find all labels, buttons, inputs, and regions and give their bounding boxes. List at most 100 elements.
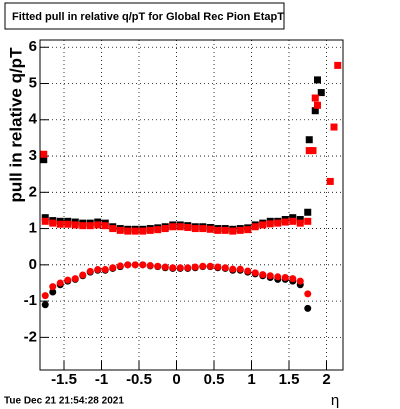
marker-square [259,221,267,229]
marker-square [229,227,237,235]
marker-square [101,222,109,230]
chart-title: Fitted pull in relative q/pT for Global … [12,11,284,23]
marker-square [334,61,342,69]
marker-square [314,76,321,84]
marker-square [184,223,192,231]
x-tick-label: 1 [247,371,255,388]
marker-circle [146,262,154,270]
x-tick-label: -1.5 [51,371,77,388]
marker-circle [49,283,57,291]
marker-circle [236,265,244,273]
marker-circle [304,304,312,312]
marker-square [274,219,282,227]
marker-circle [296,277,304,285]
marker-square [64,220,72,228]
marker-square [326,177,334,185]
marker-square [296,216,304,224]
marker-circle [274,273,282,281]
marker-circle [304,290,312,298]
marker-circle [281,274,289,282]
marker-circle [259,271,267,279]
marker-square [304,208,312,216]
plot-area: -2 -1 0 1 2 3 4 5 6 -1.5 -1 -0.5 0 0.5 1 1.5 2 [24,38,343,388]
marker-square [41,217,49,225]
y-tick-label: 1 [29,220,37,237]
marker-square [41,214,49,222]
title-box [4,2,285,30]
marker-square [71,221,79,229]
marker-circle [251,269,259,277]
marker-circle [244,267,252,275]
marker-square [304,217,312,225]
marker-square [56,220,64,228]
marker-circle [154,262,162,270]
marker-square [86,222,94,230]
marker-circle [109,264,117,272]
marker-square [146,226,154,234]
marker-circle [56,279,64,287]
y-tick-label: 4 [29,111,38,128]
marker-circle [116,262,124,270]
marker-square [40,156,48,164]
x-tick-label: -1 [95,371,108,388]
marker-circle [184,264,192,272]
marker-circle [139,261,147,269]
marker-square [139,227,147,235]
marker-square [317,89,325,97]
marker-square [161,225,169,233]
marker-circle [161,263,169,271]
marker-square [296,219,304,227]
marker-circle [289,275,297,283]
marker-square [311,107,319,115]
marker-square [314,101,321,109]
y-tick-label: -2 [24,328,37,345]
marker-circle [266,272,274,280]
marker-circle [229,265,237,273]
marker-square [251,223,259,231]
marker-square [289,217,297,225]
y-tick-label: 6 [29,38,37,55]
marker-circle [101,266,109,274]
marker-square [311,94,319,102]
marker-circle [124,261,132,269]
x-tick-label: 0 [172,371,180,388]
marker-square [221,226,229,234]
marker-circle [79,271,87,279]
marker-square [154,226,162,234]
x-axis-label: η [331,392,339,409]
marker-circle [64,276,72,284]
marker-square [305,147,313,155]
marker-square [109,225,117,233]
marker-square [79,222,87,230]
y-tick-label: -1 [24,292,37,309]
y-tick-label: 5 [29,74,37,91]
y-tick-label: 2 [29,183,37,200]
marker-circle [49,288,57,296]
marker-circle [86,267,94,275]
frame [39,39,344,371]
x-tick-label: -0.5 [126,371,152,388]
x-tick-label: 2 [322,371,330,388]
marker-square [131,227,139,235]
marker-circle [214,263,222,271]
marker-square [309,147,317,155]
marker-square [289,214,297,222]
marker-square [124,227,132,235]
marker-square [191,225,199,233]
marker-square [236,226,244,234]
x-tick-label: 1.5 [279,371,300,388]
marker-square [206,225,214,233]
y-tick-label: 3 [29,147,37,164]
marker-circle [41,301,49,309]
marker-circle [206,262,214,270]
footer-date: Tue Dec 21 21:54:28 2021 [4,396,124,407]
marker-circle [199,262,207,270]
marker-square [169,223,177,231]
marker-square [244,226,252,234]
y-axis-label: pull in relative q/pT [6,47,25,203]
marker-square [330,123,338,131]
marker-circle [94,266,102,274]
marker-circle [41,292,49,300]
marker-square [281,218,289,226]
